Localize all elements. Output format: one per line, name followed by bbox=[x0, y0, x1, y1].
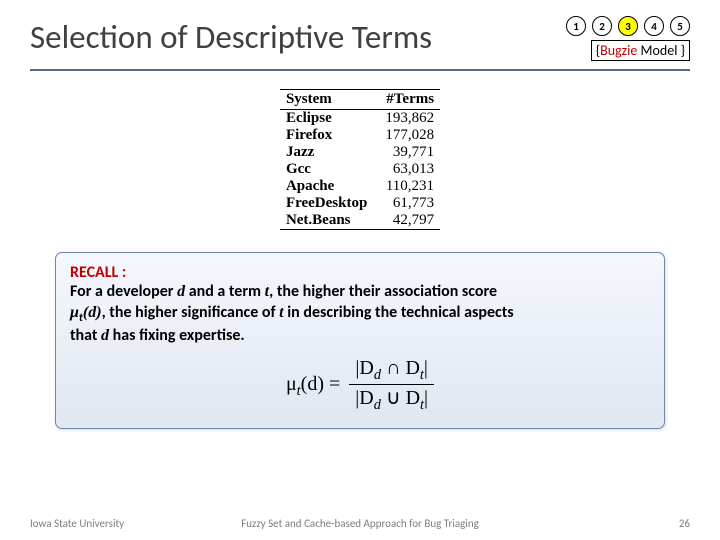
model-label: {Bugzie Model } bbox=[591, 40, 690, 61]
cell-terms: 177,028 bbox=[379, 127, 440, 144]
table-header-terms: #Terms bbox=[379, 90, 440, 110]
table-row: Eclipse193,862 bbox=[280, 110, 440, 128]
cell-system: FreeDesktop bbox=[280, 195, 379, 212]
cell-terms: 193,862 bbox=[379, 110, 440, 128]
table-row: Apache110,231 bbox=[280, 178, 440, 195]
cell-system: Apache bbox=[280, 178, 379, 195]
formula: μt(d) = |Dd ∩ Dt| |Dd ∪ Dt| bbox=[70, 357, 650, 414]
title-divider bbox=[30, 69, 690, 71]
cell-system: Net.Beans bbox=[280, 212, 379, 230]
step-circle-2: 2 bbox=[592, 16, 612, 36]
table-row: Jazz39,771 bbox=[280, 144, 440, 161]
cell-system: Jazz bbox=[280, 144, 379, 161]
footer-mid: Fuzzy Set and Cache-based Approach for B… bbox=[241, 517, 479, 530]
table-row: Firefox177,028 bbox=[280, 127, 440, 144]
footer: Iowa State University Fuzzy Set and Cach… bbox=[30, 517, 690, 530]
table-row: FreeDesktop61,773 bbox=[280, 195, 440, 212]
cell-terms: 61,773 bbox=[379, 195, 440, 212]
cell-terms: 110,231 bbox=[379, 178, 440, 195]
table-row: Net.Beans42,797 bbox=[280, 212, 440, 230]
slide-title: Selection of Descriptive Terms bbox=[30, 18, 432, 58]
step-circle-5: 5 bbox=[670, 16, 690, 36]
table-row: Gcc63,013 bbox=[280, 161, 440, 178]
terms-table: System #Terms Eclipse193,862Firefox177,0… bbox=[280, 89, 440, 230]
recall-text: For a developer d and a term t, the high… bbox=[70, 282, 514, 345]
cell-system: Firefox bbox=[280, 127, 379, 144]
table-header-system: System bbox=[280, 90, 379, 110]
footer-right: 26 bbox=[679, 517, 690, 530]
cell-system: Eclipse bbox=[280, 110, 379, 128]
cell-terms: 39,771 bbox=[379, 144, 440, 161]
cell-terms: 42,797 bbox=[379, 212, 440, 230]
step-circle-4: 4 bbox=[644, 16, 664, 36]
recall-label: RECALL : bbox=[70, 263, 126, 282]
step-circle-3: 3 bbox=[618, 16, 638, 36]
step-circle-1: 1 bbox=[566, 16, 586, 36]
footer-left: Iowa State University bbox=[30, 517, 124, 530]
recall-box: RECALL : For a developer d and a term t,… bbox=[55, 252, 665, 429]
step-indicator: 12345 bbox=[566, 16, 690, 36]
cell-terms: 63,013 bbox=[379, 161, 440, 178]
cell-system: Gcc bbox=[280, 161, 379, 178]
